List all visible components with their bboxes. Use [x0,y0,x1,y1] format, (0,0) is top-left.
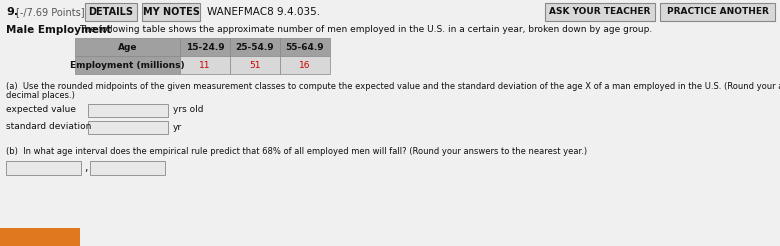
FancyBboxPatch shape [0,228,80,246]
Text: (b)  In what age interval does the empirical rule predict that 68% of all employ: (b) In what age interval does the empiri… [6,147,587,156]
Text: ,: , [84,163,87,173]
Text: DETAILS: DETAILS [88,7,133,17]
FancyBboxPatch shape [660,3,775,21]
Text: ASK YOUR TEACHER: ASK YOUR TEACHER [549,7,651,16]
Text: yrs old: yrs old [173,106,204,114]
Text: WANEFMAC8 9.4.035.: WANEFMAC8 9.4.035. [207,7,320,17]
Text: Employment (millions): Employment (millions) [70,61,185,70]
FancyBboxPatch shape [230,38,280,56]
FancyBboxPatch shape [545,3,655,21]
FancyBboxPatch shape [75,56,180,74]
FancyBboxPatch shape [90,161,165,175]
FancyBboxPatch shape [280,38,330,56]
FancyBboxPatch shape [180,38,230,56]
FancyBboxPatch shape [280,56,330,74]
Text: 15-24.9: 15-24.9 [186,43,225,51]
FancyBboxPatch shape [75,38,180,56]
Text: 16: 16 [300,61,310,70]
FancyBboxPatch shape [142,3,200,21]
Text: 25-54.9: 25-54.9 [236,43,275,51]
Text: 11: 11 [199,61,211,70]
Text: standard deviation: standard deviation [6,122,91,131]
FancyBboxPatch shape [180,56,230,74]
Text: MY NOTES: MY NOTES [143,7,200,17]
Text: 9.: 9. [6,7,18,17]
FancyBboxPatch shape [230,56,280,74]
Text: decimal places.): decimal places.) [6,91,75,100]
Text: yr: yr [173,123,182,132]
Text: Age: Age [118,43,137,51]
Text: expected value: expected value [6,105,76,114]
FancyBboxPatch shape [88,121,168,134]
FancyBboxPatch shape [88,104,168,117]
Text: (a)  Use the rounded midpoints of the given measurement classes to compute the e: (a) Use the rounded midpoints of the giv… [6,82,780,91]
Text: The following table shows the approximate number of men employed in the U.S. in : The following table shows the approximat… [79,25,652,34]
Text: Male Employment: Male Employment [6,25,112,35]
Text: 51: 51 [250,61,261,70]
FancyBboxPatch shape [6,161,81,175]
FancyBboxPatch shape [85,3,137,21]
Text: [-/7.69 Points]: [-/7.69 Points] [16,7,84,17]
Text: PRACTICE ANOTHER: PRACTICE ANOTHER [667,7,768,16]
Text: 55-64.9: 55-64.9 [285,43,324,51]
